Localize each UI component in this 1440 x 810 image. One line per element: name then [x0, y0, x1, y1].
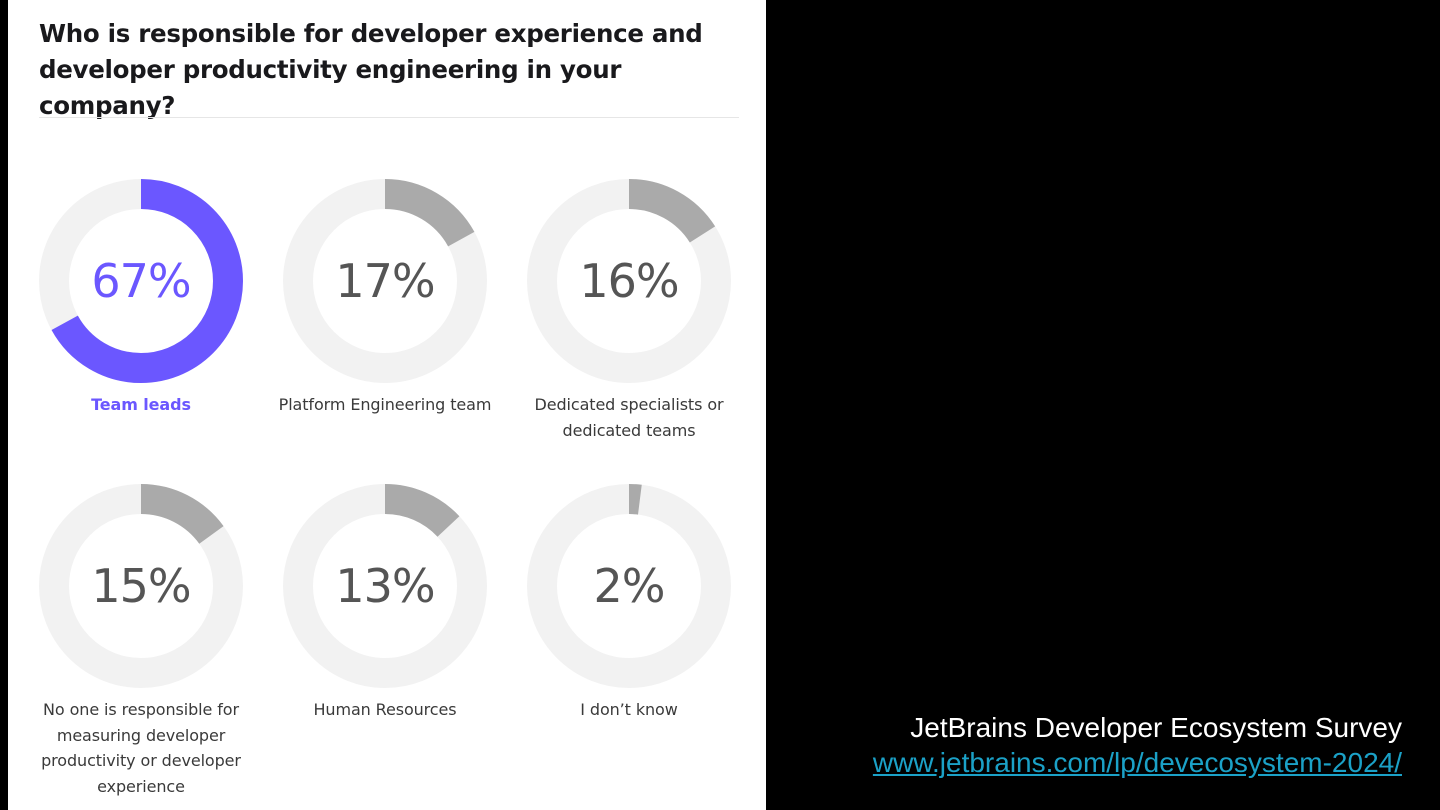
category-label: Dedicated specialists or dedicated teams: [534, 395, 724, 440]
title-divider: [39, 117, 739, 118]
chart-title: Who is responsible for developer experie…: [39, 19, 703, 120]
donut-slice: [527, 484, 731, 688]
category-label: Human Resources: [313, 700, 457, 719]
source-link[interactable]: www.jetbrains.com/lp/devecosystem-2024/: [872, 747, 1402, 778]
percent-label: 67%: [91, 254, 190, 308]
percent-label: 2%: [594, 559, 665, 613]
donut-chart: 17%: [280, 176, 490, 386]
donut-slice: [39, 179, 243, 383]
donut-slice: [39, 484, 243, 688]
donut-slice: [283, 484, 487, 688]
category-label: Team leads: [91, 395, 191, 414]
donut-svg: 13%: [283, 484, 487, 688]
category-label: No one is responsible for measuring deve…: [41, 700, 241, 796]
donut-svg: 2%: [527, 484, 731, 688]
donut-chart: 16%: [524, 176, 734, 386]
category-label: Platform Engineering team: [278, 395, 492, 414]
percent-label: 13%: [335, 559, 434, 613]
donut-chart: 13%: [280, 481, 490, 691]
percent-label: 17%: [335, 254, 434, 308]
donut-svg: 15%: [39, 484, 243, 688]
donut-chart: 15%: [36, 481, 246, 691]
percent-label: 15%: [91, 559, 190, 613]
source-credit: JetBrains Developer Ecosystem Survey www…: [873, 710, 1402, 780]
donut-chart: 67%: [36, 176, 246, 386]
donut-svg: 67%: [39, 179, 243, 383]
donut-slice: [527, 179, 731, 383]
donut-svg: 16%: [527, 179, 731, 383]
donut-slice: [283, 179, 487, 383]
category-label: I don’t know: [580, 700, 678, 719]
donut-svg: 17%: [283, 179, 487, 383]
source-title: JetBrains Developer Ecosystem Survey: [910, 712, 1402, 743]
percent-label: 16%: [579, 254, 678, 308]
survey-panel: Who is responsible for developer experie…: [8, 0, 766, 810]
donut-chart: 2%: [524, 481, 734, 691]
